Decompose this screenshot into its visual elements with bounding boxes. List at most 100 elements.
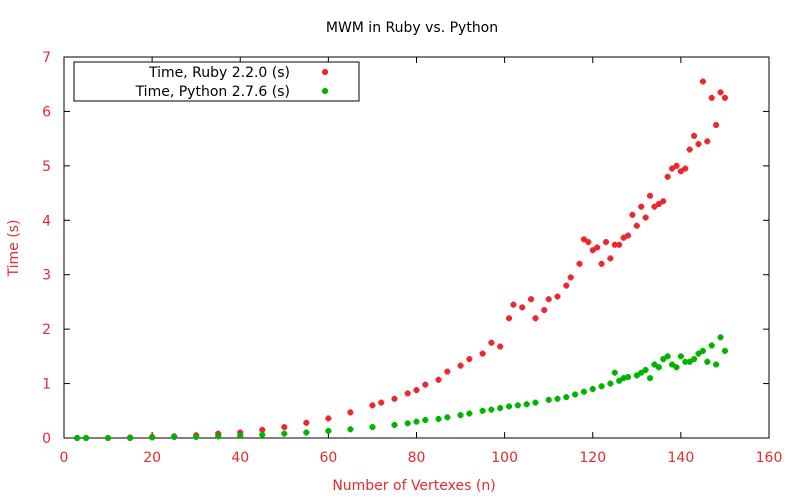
data-point: [616, 377, 623, 384]
data-point: [589, 386, 596, 393]
x-tick-label: 140: [668, 450, 695, 466]
data-point: [602, 239, 609, 246]
data-point: [572, 391, 579, 398]
data-point: [677, 168, 684, 175]
data-point: [655, 200, 662, 207]
data-point: [422, 381, 429, 388]
data-point: [391, 395, 398, 402]
data-point: [642, 214, 649, 221]
data-point: [616, 241, 623, 248]
data-point: [620, 234, 627, 241]
data-point: [625, 374, 631, 381]
data-point: [721, 94, 728, 101]
y-tick-label: 1: [42, 377, 51, 393]
data-point: [691, 356, 698, 363]
data-point: [171, 433, 178, 440]
plot-area-frame: [63, 56, 770, 439]
data-point: [691, 132, 698, 139]
data-point: [598, 260, 605, 267]
data-point: [554, 293, 561, 300]
data-point: [193, 433, 200, 440]
data-point: [611, 369, 618, 376]
data-point: [580, 388, 587, 395]
data-point: [629, 211, 636, 218]
data-point: [642, 366, 649, 373]
data-point: [105, 435, 112, 441]
y-tick-label: 7: [42, 50, 51, 66]
data-point: [444, 414, 451, 421]
data-point: [532, 315, 539, 322]
data-point: [664, 353, 671, 360]
data-point: [149, 434, 156, 441]
legend-box: [73, 61, 360, 102]
data-point: [435, 376, 442, 383]
data-point: [83, 435, 90, 441]
data-point: [506, 403, 513, 410]
data-point: [74, 435, 81, 441]
x-tick-label: 40: [231, 450, 249, 466]
data-point: [532, 399, 539, 406]
data-point: [708, 342, 715, 349]
x-tick-label: 60: [319, 450, 337, 466]
data-point: [488, 339, 495, 346]
y-axis: 0 1 2 3 4 5 6 7: [42, 50, 769, 447]
data-point: [259, 426, 266, 433]
data-point: [545, 296, 552, 303]
y-tick-label: 4: [42, 213, 51, 229]
data-point: [598, 383, 605, 390]
data-point: [655, 364, 662, 371]
y-axis-label: Time (s): [6, 220, 22, 278]
data-point: [281, 430, 288, 437]
legend-label-ruby: Time, Ruby 2.2.0 (s): [148, 65, 290, 81]
data-point: [664, 173, 671, 180]
data-point: [607, 255, 614, 262]
y-tick-label: 0: [42, 431, 51, 447]
x-tick-label: 20: [143, 450, 161, 466]
data-point: [523, 401, 530, 408]
legend-marker-ruby: [322, 69, 328, 75]
data-point: [580, 236, 587, 243]
data-point: [541, 307, 548, 314]
y-tick-label: 3: [42, 268, 51, 284]
data-point: [545, 396, 552, 403]
data-point: [404, 390, 411, 397]
data-point: [713, 122, 720, 129]
data-point: [713, 361, 720, 368]
x-tick-label: 120: [579, 450, 606, 466]
y-tick-label: 6: [42, 104, 51, 120]
data-point: [325, 427, 332, 434]
series-0: [74, 78, 728, 441]
data-point: [259, 431, 266, 438]
data-point: [704, 138, 711, 145]
data-point: [413, 418, 420, 425]
x-tick-label: 80: [408, 450, 426, 466]
data-point: [497, 343, 504, 350]
legend-label-python: Time, Python 2.7.6 (s): [135, 84, 290, 100]
data-point: [488, 406, 495, 413]
x-tick-label: 0: [60, 450, 69, 466]
data-point: [369, 424, 376, 431]
y-tick-label: 2: [42, 322, 51, 338]
x-axis-label: Number of Vertexes (n): [332, 478, 495, 494]
data-point: [651, 361, 658, 368]
data-point: [435, 415, 442, 422]
data-point: [466, 356, 473, 363]
y-tick-label: 5: [42, 159, 51, 175]
data-point: [717, 89, 724, 96]
data-point: [391, 421, 398, 428]
data-point: [594, 244, 601, 251]
data-point: [514, 402, 521, 409]
data-point: [510, 301, 517, 308]
data-point: [369, 402, 376, 409]
data-point: [347, 426, 354, 433]
data-point: [413, 387, 420, 394]
series-1: [74, 334, 728, 441]
data-point: [638, 203, 645, 210]
data-point: [325, 415, 332, 422]
data-point: [237, 429, 244, 436]
data-point: [660, 198, 667, 205]
data-point: [704, 358, 711, 365]
data-point: [378, 399, 385, 406]
data-point: [695, 141, 702, 148]
